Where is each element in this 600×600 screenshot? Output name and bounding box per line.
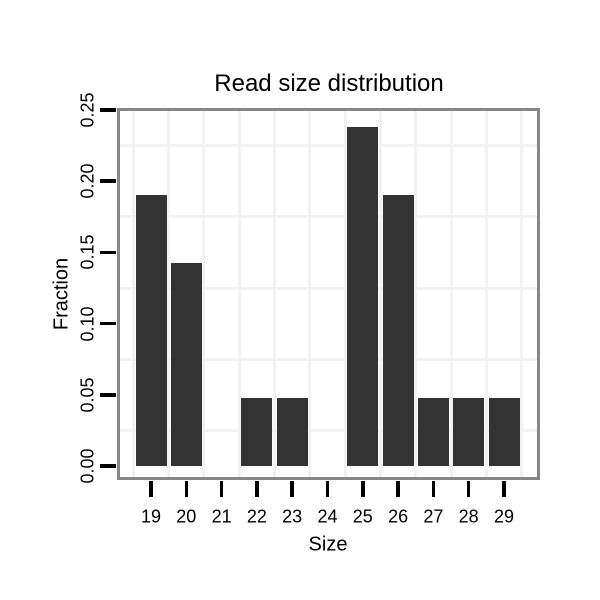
x-tick-label: 20 bbox=[176, 506, 197, 527]
x-tick-label: 28 bbox=[458, 506, 479, 527]
y-tick-label: 0.25 bbox=[77, 92, 98, 128]
y-tick bbox=[100, 321, 116, 326]
v-gridline bbox=[273, 111, 277, 477]
y-tick bbox=[100, 108, 116, 112]
bar-size-26 bbox=[382, 194, 414, 466]
y-axis-label: Fraction bbox=[50, 257, 73, 331]
h-gridline bbox=[120, 215, 537, 219]
y-tick bbox=[100, 250, 116, 255]
bar-size-28 bbox=[453, 398, 485, 466]
x-tick bbox=[219, 481, 224, 497]
v-gridline bbox=[484, 111, 488, 477]
v-gridline bbox=[308, 111, 312, 477]
x-tick-label: 19 bbox=[140, 506, 162, 527]
h-gridline bbox=[120, 144, 537, 148]
h-gridline bbox=[120, 428, 537, 432]
x-tick bbox=[431, 481, 436, 497]
bar-size-20 bbox=[170, 262, 202, 466]
y-tick-label: 0.00 bbox=[77, 448, 98, 484]
x-tick bbox=[290, 481, 294, 497]
v-gridline bbox=[520, 111, 524, 477]
x-axis-label: Size bbox=[308, 533, 348, 556]
y-tick bbox=[100, 393, 116, 397]
x-tick bbox=[255, 481, 259, 497]
x-tick-label: 25 bbox=[352, 506, 373, 527]
h-gridline bbox=[120, 357, 537, 361]
bar-size-29 bbox=[488, 398, 520, 466]
x-tick-label: 29 bbox=[493, 506, 515, 527]
bar-size-19 bbox=[135, 194, 167, 466]
y-tick-label: 0.05 bbox=[77, 377, 98, 413]
h-gridline bbox=[120, 286, 537, 290]
x-tick-label: 26 bbox=[388, 506, 409, 527]
v-gridline bbox=[414, 111, 418, 477]
v-gridline bbox=[378, 111, 382, 477]
x-tick-label: 23 bbox=[282, 506, 303, 527]
bar-size-27 bbox=[417, 398, 449, 466]
bar-size-25 bbox=[347, 126, 379, 466]
x-tick bbox=[361, 481, 365, 497]
chart-title: Read size distribution bbox=[214, 70, 444, 97]
v-gridline bbox=[131, 111, 135, 477]
v-gridline bbox=[343, 111, 347, 477]
bar-size-22 bbox=[241, 398, 273, 466]
x-tick bbox=[466, 481, 471, 497]
x-tick-label: 22 bbox=[246, 506, 267, 527]
y-tick-label: 0.20 bbox=[77, 163, 98, 199]
y-tick-label: 0.15 bbox=[77, 234, 98, 270]
y-tick bbox=[100, 464, 116, 468]
x-tick bbox=[184, 481, 189, 497]
x-tick bbox=[502, 481, 506, 497]
x-tick bbox=[396, 481, 400, 497]
bar-size-23 bbox=[276, 398, 308, 466]
x-tick-label: 24 bbox=[317, 506, 338, 527]
x-tick bbox=[149, 481, 153, 497]
x-tick bbox=[325, 481, 330, 497]
v-gridline bbox=[202, 111, 206, 477]
y-tick bbox=[100, 179, 116, 183]
x-tick-label: 27 bbox=[423, 506, 444, 527]
v-gridline bbox=[167, 111, 171, 477]
v-gridline bbox=[449, 111, 453, 477]
x-tick-label: 21 bbox=[211, 506, 232, 527]
y-tick-label: 0.10 bbox=[77, 306, 98, 342]
v-gridline bbox=[237, 111, 241, 477]
